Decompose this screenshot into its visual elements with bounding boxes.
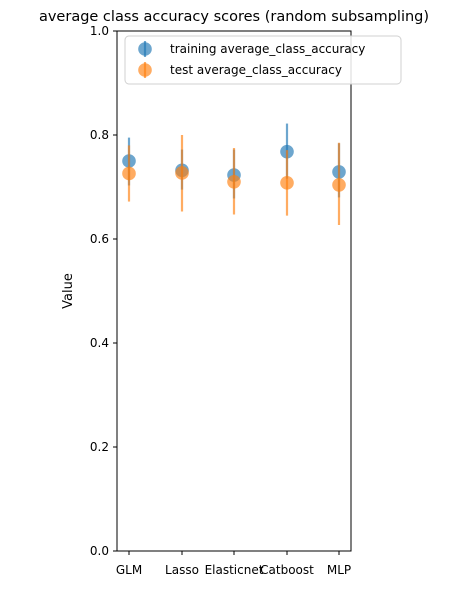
y-tick-label: 1.0 <box>90 24 109 38</box>
legend-box <box>124 35 402 85</box>
series-layer <box>122 123 346 225</box>
data-point <box>332 178 346 192</box>
legend-label: training average_class_accuracy <box>170 42 365 56</box>
y-tick-label: 0.4 <box>90 336 109 350</box>
data-point <box>227 175 241 189</box>
legend-marker <box>138 63 152 77</box>
legend-label: test average_class_accuracy <box>170 63 342 77</box>
x-tick-label: Catboost <box>260 563 314 577</box>
x-tick-label: MLP <box>327 563 351 577</box>
legend-marker <box>138 42 152 56</box>
x-tick-label: Lasso <box>165 563 199 577</box>
y-axis: 0.0 0.2 0.4 0.6 0.8 1.0 <box>90 24 117 558</box>
chart-title: average class accuracy scores (random su… <box>39 9 429 25</box>
y-tick-label: 0.0 <box>90 544 109 558</box>
y-axis-label: Value <box>61 273 76 309</box>
x-tick-label: GLM <box>116 563 142 577</box>
plot-area-border <box>116 30 352 552</box>
y-tick-label: 0.8 <box>90 128 109 142</box>
data-point <box>175 166 189 180</box>
y-tick-label: 0.6 <box>90 232 109 246</box>
x-tick-label: Elasticnet <box>205 563 264 577</box>
y-tick-label: 0.2 <box>90 440 109 454</box>
data-point <box>122 166 136 181</box>
series-test <box>122 135 346 225</box>
plot-frame <box>116 30 352 552</box>
data-point <box>280 176 294 190</box>
